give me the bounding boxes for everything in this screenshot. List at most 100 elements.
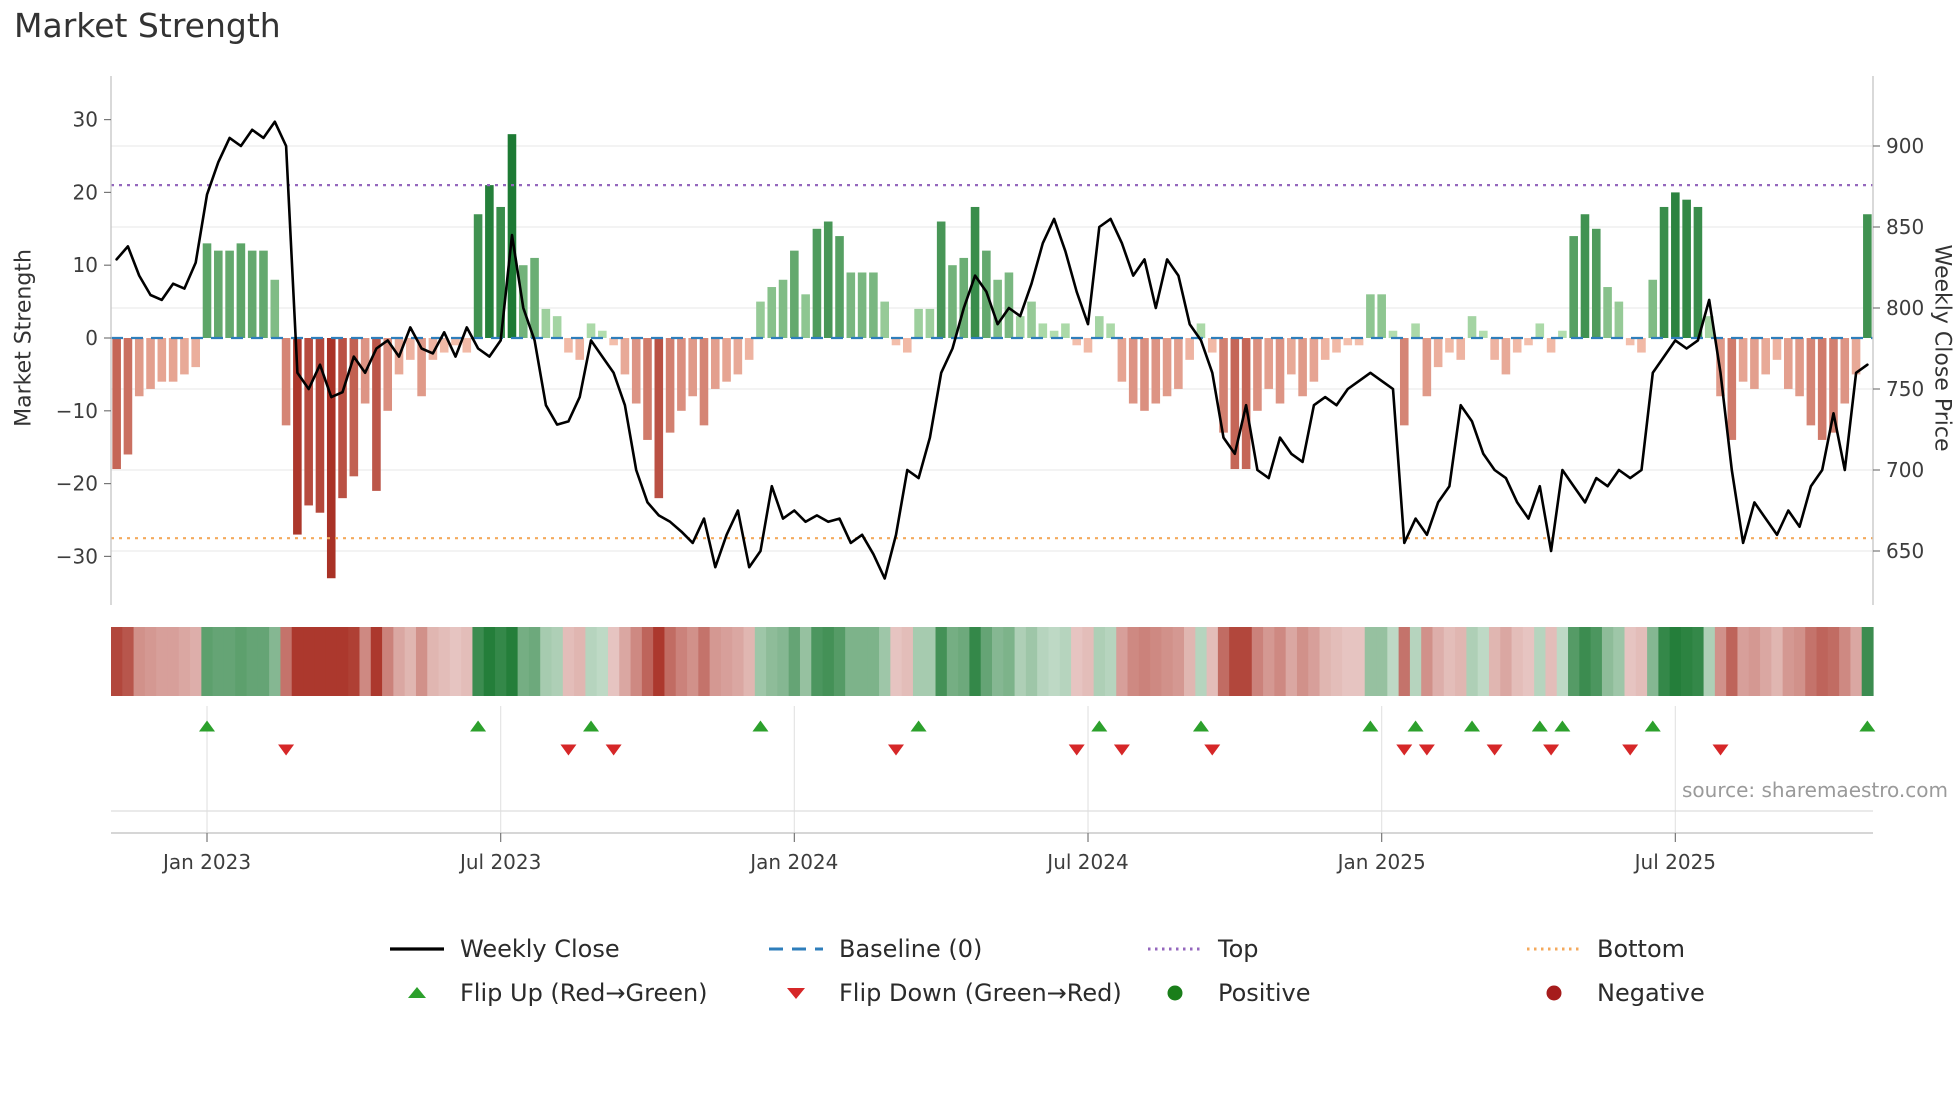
strength-bar [1015,316,1025,338]
strength-bar [733,338,743,375]
heatmap-cell [291,627,304,696]
strength-bar [1490,338,1499,360]
strength-bar [1230,338,1240,470]
heatmap-cell [1398,627,1411,696]
flip-down-marker [560,744,577,756]
reference-lines [111,184,1873,540]
heatmap-cell [1748,627,1761,696]
flip-up-marker [583,720,600,732]
heatmap-cell [1206,627,1219,696]
strength-bar [1817,338,1827,440]
strength-bar [1095,316,1104,338]
legend-label-positive: Positive [1218,979,1311,1007]
legend-item-flip-up: Flip Up (Red→Green) [388,976,767,1010]
heatmap-cell [1127,627,1140,696]
heatmap-cell [1150,627,1163,696]
flip-down-marker [278,744,295,756]
strength-bar [417,338,426,397]
strength-bar [428,338,438,360]
legend-label-negative: Negative [1597,979,1705,1007]
strength-bar [326,338,336,579]
strength-bar [1467,316,1477,338]
strength-bar [1185,338,1194,360]
heatmap-cell [607,627,620,696]
heatmap-cell [1274,627,1287,696]
heatmap-cell [483,627,496,696]
strength-bar [281,338,291,426]
heatmap-cell [144,627,157,696]
heatmap-cell [1184,627,1196,696]
heatmap-cell [1568,627,1580,696]
flip-up-marker [1362,720,1379,732]
heatmap-cell [720,627,733,696]
flip-down-marker [887,744,904,756]
strength-bar [1366,294,1375,338]
heatmap-cell [1364,627,1377,696]
strength-bar [1027,301,1036,338]
strength-bar [1388,330,1398,338]
strength-bar [1275,338,1285,404]
strength-bar [699,338,709,426]
strength-bar [1241,338,1251,470]
heatmap-cell [845,627,858,696]
legend-label-flip-down: Flip Down (Green→Red) [839,979,1122,1007]
strength-bar [902,338,912,353]
flip-down-marker [1712,744,1729,756]
legend-label-weekly-close: Weekly Close [460,935,620,963]
strength-bar [1433,338,1443,368]
strength-bar [1117,338,1127,382]
heatmap-cell [641,627,654,696]
strength-bar [1049,330,1059,338]
heatmap-cell [1387,627,1400,696]
strength-bar [406,338,415,360]
heatmap-cell [867,627,880,696]
heatmap-cell [585,627,598,696]
strength-bar [134,338,144,397]
heatmap-cell [528,627,541,696]
heatmap-cell [1195,627,1208,696]
heatmap-cell [980,627,993,696]
heatmap-cell [348,627,361,696]
strength-bar [1456,338,1466,360]
strength-bar [801,294,810,338]
heatmap-cell [946,627,959,696]
strength-bar [1061,323,1070,338]
heatmap-cell [1082,627,1095,696]
flip-up-marker [752,720,769,732]
strength-bar [1693,206,1703,338]
strength-bar [631,338,641,404]
strength-bar [1253,338,1262,411]
tick-label: −30 [56,544,98,568]
strength-bar [146,338,155,389]
heatmap-cell [1443,627,1456,696]
heatmap-cell [698,627,711,696]
tick-label: Jan 2023 [161,850,251,874]
heatmap-cell [1116,627,1129,696]
heatmap-cell [1522,627,1535,696]
heatmap-cell [393,627,406,696]
heatmap-cell [1861,627,1874,696]
tick-label: −20 [56,472,98,496]
strength-bar [552,316,562,338]
heatmap-cell [1421,627,1434,696]
flip-up-marker [1554,720,1571,732]
strength-bar [722,338,731,382]
heatmap-cell [495,627,507,696]
heatmap-cell [596,627,609,696]
strength-bar [293,338,302,535]
tick-label: 750 [1886,377,1924,401]
strength-bar [1332,338,1341,353]
strength-bar [439,338,449,353]
strength-bar [225,250,234,338]
strength-bar [936,221,946,338]
heatmap-cell [562,627,575,696]
strength-bar [1219,338,1228,433]
flip-down-marker [605,744,622,756]
strength-bar [914,308,923,338]
negative-dot-icon [1546,985,1562,1001]
strength-bar [168,338,178,382]
strength-bar [270,279,280,338]
chart-legend: Weekly Close Baseline (0) Top Bottom Fli [388,932,1904,1010]
heatmap-cell [1556,627,1569,696]
strength-bar [1264,338,1274,389]
